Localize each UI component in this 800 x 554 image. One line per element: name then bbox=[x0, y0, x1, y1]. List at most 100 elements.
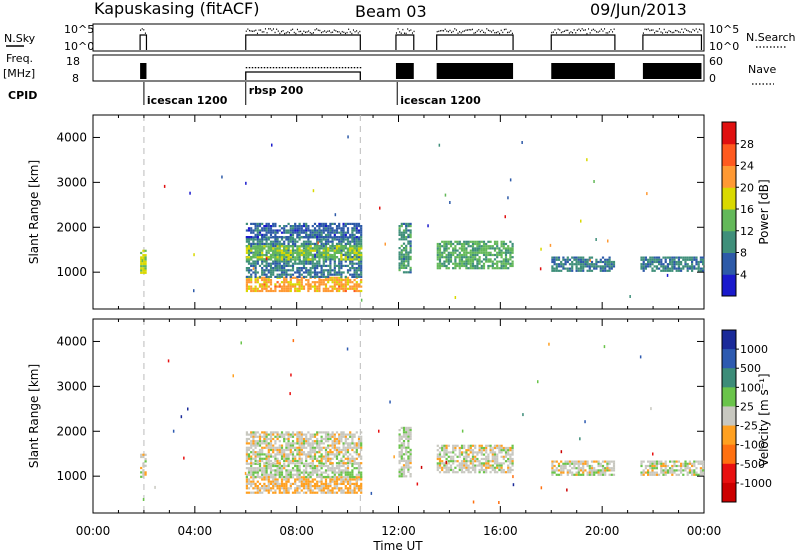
data-cell bbox=[579, 265, 583, 268]
data-cell bbox=[478, 251, 481, 254]
data-cell bbox=[568, 267, 572, 270]
data-cell bbox=[278, 440, 281, 443]
data-cell bbox=[489, 260, 492, 263]
data-cell bbox=[340, 287, 343, 290]
data-cell bbox=[322, 273, 325, 276]
data-cell bbox=[140, 256, 143, 259]
scatter-point bbox=[271, 143, 273, 147]
data-cell bbox=[340, 256, 343, 259]
data-cell bbox=[469, 457, 472, 461]
data-cell bbox=[400, 253, 403, 256]
data-cell bbox=[463, 457, 466, 461]
data-cell bbox=[258, 225, 262, 228]
data-cell bbox=[454, 460, 457, 463]
nsearch-dot bbox=[662, 32, 664, 34]
nsearch-dot bbox=[311, 32, 313, 35]
data-cell bbox=[699, 473, 702, 476]
data-cell bbox=[438, 258, 442, 261]
data-cell bbox=[351, 475, 354, 479]
data-cell bbox=[485, 249, 488, 252]
data-cell bbox=[142, 469, 145, 472]
data-cell bbox=[269, 264, 273, 267]
data-cell bbox=[254, 273, 257, 276]
data-cell bbox=[298, 491, 301, 494]
data-cell bbox=[340, 242, 343, 245]
data-cell bbox=[438, 247, 442, 250]
colorbar-swatch bbox=[722, 425, 736, 446]
data-cell bbox=[267, 446, 270, 449]
data-cell bbox=[327, 475, 330, 479]
data-cell bbox=[324, 249, 328, 252]
data-cell bbox=[327, 249, 330, 252]
data-cell bbox=[254, 278, 257, 282]
data-cell bbox=[294, 464, 297, 468]
data-cell bbox=[245, 462, 248, 465]
nsearch-dot bbox=[300, 30, 302, 33]
data-cell bbox=[269, 446, 273, 449]
data-cell bbox=[702, 260, 705, 264]
data-cell bbox=[285, 285, 288, 288]
data-cell bbox=[402, 446, 406, 449]
data-cell bbox=[313, 233, 317, 236]
data-cell bbox=[677, 464, 680, 468]
data-cell bbox=[340, 487, 343, 490]
scatter-point bbox=[548, 342, 550, 346]
data-cell bbox=[349, 278, 352, 282]
data-cell bbox=[699, 460, 702, 463]
data-cell bbox=[296, 453, 299, 456]
data-cell bbox=[582, 267, 585, 270]
data-cell bbox=[695, 471, 698, 474]
data-cell bbox=[658, 460, 661, 463]
data-cell bbox=[309, 433, 312, 436]
data-cell bbox=[593, 460, 596, 463]
nsearch-dot bbox=[351, 32, 353, 35]
data-cell bbox=[458, 253, 461, 257]
nsky-tick-top: 10^5 bbox=[64, 23, 94, 36]
data-cell bbox=[355, 467, 358, 470]
data-cell bbox=[500, 260, 503, 263]
data-cell bbox=[360, 231, 363, 234]
data-cell bbox=[582, 460, 585, 463]
data-cell bbox=[256, 256, 259, 259]
data-cell bbox=[465, 462, 468, 465]
data-cell bbox=[400, 244, 403, 247]
data-cell bbox=[245, 478, 248, 481]
data-cell bbox=[302, 287, 306, 290]
nsky-step bbox=[139, 34, 148, 50]
data-cell bbox=[582, 462, 585, 465]
data-cell bbox=[568, 269, 572, 272]
colorbar-tick-label: 25 bbox=[740, 400, 754, 413]
data-cell bbox=[454, 262, 457, 265]
data-cell bbox=[357, 262, 361, 265]
data-cell bbox=[278, 446, 281, 449]
data-cell bbox=[254, 225, 257, 228]
data-cell bbox=[254, 485, 257, 488]
data-cell bbox=[480, 247, 483, 250]
data-cell bbox=[247, 487, 251, 490]
data-cell bbox=[568, 263, 572, 266]
data-cell bbox=[320, 485, 323, 488]
data-cell bbox=[335, 238, 339, 241]
data-cell bbox=[272, 254, 275, 257]
y-tick-label: 2000 bbox=[56, 220, 87, 234]
data-cell bbox=[344, 247, 347, 250]
data-cell bbox=[307, 476, 310, 479]
data-cell bbox=[256, 222, 259, 225]
data-cell bbox=[272, 475, 275, 479]
data-cell bbox=[438, 253, 442, 257]
data-cell bbox=[338, 245, 341, 248]
y-tick-label: 1000 bbox=[56, 265, 87, 279]
data-cell bbox=[252, 467, 255, 470]
data-cell bbox=[287, 442, 290, 445]
data-cell bbox=[500, 264, 503, 268]
data-cell bbox=[398, 231, 401, 234]
data-cell bbox=[498, 462, 501, 465]
data-cell bbox=[324, 446, 328, 449]
data-cell bbox=[409, 269, 412, 272]
data-cell bbox=[320, 278, 323, 282]
data-cell bbox=[586, 260, 589, 264]
data-cell bbox=[351, 222, 354, 225]
data-cell bbox=[254, 260, 257, 263]
data-cell bbox=[351, 275, 354, 278]
